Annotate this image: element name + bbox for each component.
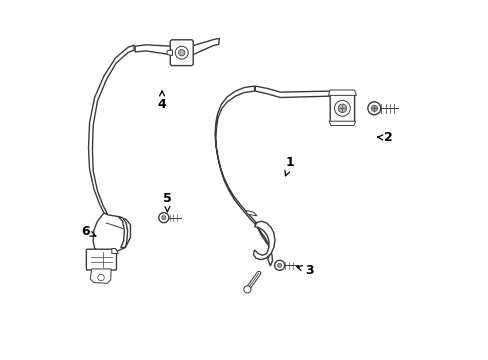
FancyBboxPatch shape bbox=[329, 94, 354, 123]
Circle shape bbox=[274, 260, 284, 270]
Circle shape bbox=[277, 263, 281, 267]
Polygon shape bbox=[118, 217, 127, 247]
Polygon shape bbox=[253, 221, 274, 260]
Circle shape bbox=[337, 104, 346, 113]
Polygon shape bbox=[167, 50, 172, 55]
Polygon shape bbox=[135, 45, 172, 55]
Circle shape bbox=[334, 100, 349, 116]
Polygon shape bbox=[255, 222, 272, 266]
Polygon shape bbox=[215, 86, 256, 226]
Polygon shape bbox=[328, 121, 355, 126]
Circle shape bbox=[244, 286, 250, 293]
Polygon shape bbox=[246, 211, 257, 216]
Polygon shape bbox=[112, 248, 118, 253]
Text: 4: 4 bbox=[157, 91, 166, 111]
Circle shape bbox=[367, 102, 380, 115]
Polygon shape bbox=[191, 39, 219, 55]
Polygon shape bbox=[93, 248, 106, 262]
Circle shape bbox=[178, 49, 184, 56]
FancyBboxPatch shape bbox=[86, 249, 116, 270]
Polygon shape bbox=[88, 45, 134, 215]
Polygon shape bbox=[93, 213, 130, 253]
Text: 6: 6 bbox=[81, 225, 96, 238]
FancyBboxPatch shape bbox=[170, 40, 193, 66]
Circle shape bbox=[162, 216, 165, 220]
Circle shape bbox=[175, 46, 188, 59]
Polygon shape bbox=[255, 86, 331, 98]
Circle shape bbox=[370, 105, 377, 112]
Polygon shape bbox=[328, 90, 356, 95]
Text: 2: 2 bbox=[377, 131, 391, 144]
Circle shape bbox=[159, 213, 168, 223]
Text: 5: 5 bbox=[163, 192, 171, 212]
Circle shape bbox=[98, 274, 104, 281]
Text: 1: 1 bbox=[285, 156, 294, 176]
Text: 3: 3 bbox=[296, 264, 313, 277]
Polygon shape bbox=[90, 269, 111, 283]
